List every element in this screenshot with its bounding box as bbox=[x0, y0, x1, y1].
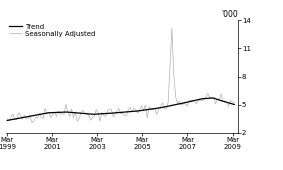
Trend bbox=[102, 113, 106, 115]
Seasonally Adjusted bbox=[30, 121, 34, 123]
Seasonally Adjusted bbox=[170, 27, 173, 29]
Seasonally Adjusted bbox=[149, 108, 153, 110]
Seasonally Adjusted bbox=[61, 112, 64, 114]
Seasonally Adjusted bbox=[28, 114, 32, 116]
Trend bbox=[6, 120, 9, 122]
Trend bbox=[219, 100, 223, 102]
Seasonally Adjusted bbox=[6, 118, 9, 120]
Trend bbox=[28, 115, 32, 117]
Trend bbox=[210, 97, 213, 99]
Legend: Trend, Seasonally Adjusted: Trend, Seasonally Adjusted bbox=[9, 24, 95, 37]
Seasonally Adjusted bbox=[233, 101, 236, 104]
Trend bbox=[147, 108, 151, 110]
Seasonally Adjusted bbox=[161, 102, 164, 104]
Text: '000: '000 bbox=[221, 10, 238, 19]
Seasonally Adjusted bbox=[104, 115, 107, 117]
Trend bbox=[233, 104, 236, 106]
Line: Seasonally Adjusted: Seasonally Adjusted bbox=[7, 28, 234, 122]
Trend bbox=[59, 111, 62, 113]
Trend bbox=[159, 107, 162, 109]
Line: Trend: Trend bbox=[7, 98, 234, 121]
Seasonally Adjusted bbox=[221, 101, 225, 103]
